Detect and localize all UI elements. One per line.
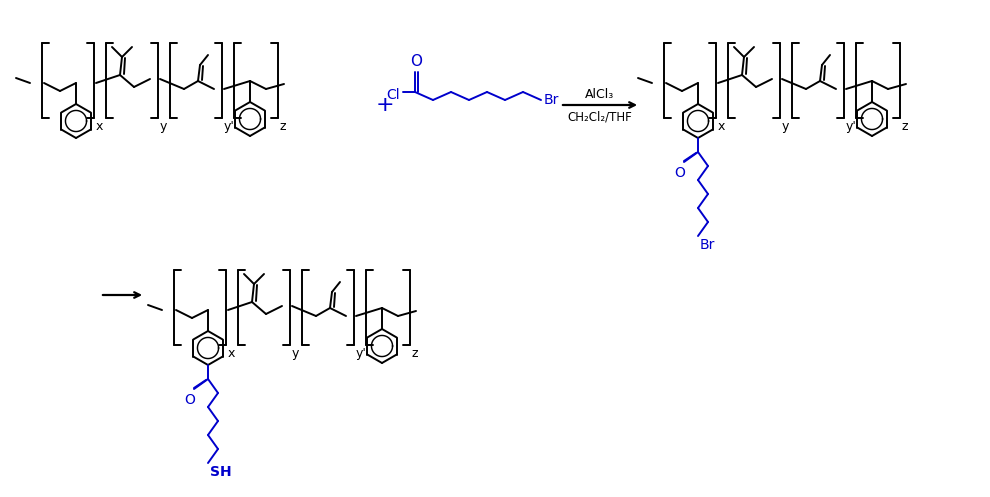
Text: x: x bbox=[718, 120, 726, 133]
Text: y': y' bbox=[356, 347, 367, 360]
Text: CH₂Cl₂/THF: CH₂Cl₂/THF bbox=[567, 110, 633, 123]
Text: y: y bbox=[292, 347, 299, 360]
Text: Br: Br bbox=[544, 93, 559, 107]
Text: z: z bbox=[412, 347, 419, 360]
Text: O: O bbox=[674, 166, 685, 180]
Text: x: x bbox=[96, 120, 103, 133]
Text: SH: SH bbox=[210, 465, 232, 479]
Text: Cl: Cl bbox=[386, 88, 400, 102]
Text: z: z bbox=[902, 120, 909, 133]
Text: +: + bbox=[375, 95, 394, 115]
Text: y': y' bbox=[846, 120, 857, 133]
Text: y': y' bbox=[224, 120, 235, 133]
Text: O: O bbox=[410, 54, 422, 69]
Text: Br: Br bbox=[700, 238, 716, 252]
Text: AlCl₃: AlCl₃ bbox=[585, 88, 615, 101]
Text: y: y bbox=[782, 120, 789, 133]
Text: x: x bbox=[228, 347, 236, 360]
Text: y: y bbox=[160, 120, 167, 133]
Text: z: z bbox=[280, 120, 286, 133]
Text: O: O bbox=[184, 393, 195, 407]
